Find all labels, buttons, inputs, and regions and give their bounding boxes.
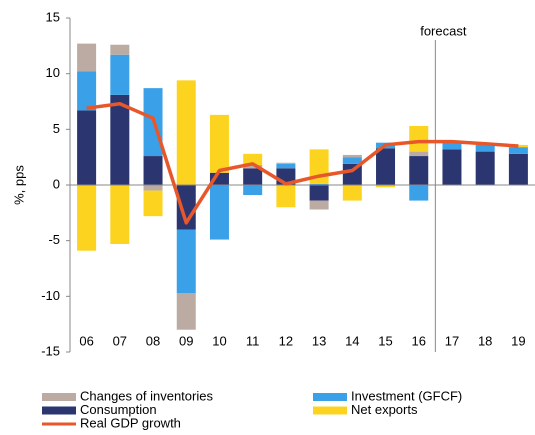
x-tick-label: 14 [345, 333, 359, 348]
y-tick-label: -5 [48, 232, 60, 247]
bar-segment [442, 149, 462, 185]
y-tick-label: -10 [41, 288, 60, 303]
bar-segment [309, 183, 329, 185]
x-tick-label: 11 [246, 333, 260, 348]
y-tick-label: 15 [46, 9, 60, 24]
bar-segment [508, 153, 528, 185]
x-tick-label: 12 [279, 333, 293, 348]
y-tick-label: 0 [53, 176, 60, 191]
x-tick-label: 18 [478, 333, 492, 348]
legend-swatch [313, 393, 347, 401]
bar-segment [176, 292, 196, 330]
bar-segment [475, 151, 495, 185]
legend-label: Net exports [351, 402, 418, 417]
bar-segment [143, 156, 163, 185]
y-axis-label: %, pps [11, 165, 26, 205]
x-tick-label: 08 [146, 333, 160, 348]
x-tick-label: 07 [113, 333, 127, 348]
bar-segment [409, 156, 429, 185]
bar-segment [376, 185, 396, 188]
bar-segment [342, 157, 362, 164]
bar-segment [309, 185, 329, 201]
bar-segment [276, 185, 296, 208]
bar-segment [110, 44, 130, 55]
bar-segment [209, 114, 229, 173]
bar-segment [77, 185, 97, 251]
bar-segment [243, 153, 263, 165]
line [86, 101, 519, 225]
bar-segment [243, 164, 263, 169]
bar-segment [110, 185, 130, 245]
x-tick-label: 19 [511, 333, 525, 348]
bar-segment [77, 71, 97, 111]
bar-segment [110, 54, 130, 95]
bar-segment [143, 185, 163, 191]
bar-segment [276, 162, 296, 164]
bar-segment [409, 185, 429, 201]
bar-segment [342, 154, 362, 158]
bar-segment [409, 125, 429, 152]
legend-swatch [42, 393, 76, 401]
bar-segment [243, 168, 263, 185]
legend-label: Changes of inventories [80, 388, 213, 403]
bar-segment [176, 80, 196, 185]
y-tick-label: 10 [46, 65, 60, 80]
bar-segment [243, 185, 263, 196]
x-tick-label: 06 [79, 333, 93, 348]
bar-segment [176, 229, 196, 293]
bar-segment [409, 151, 429, 157]
bar-segment [110, 94, 130, 185]
x-tick-label: 15 [378, 333, 392, 348]
legend-swatch [313, 406, 347, 415]
bar-segment [342, 185, 362, 201]
x-tick-label: 10 [212, 333, 226, 348]
legend-swatch [42, 406, 76, 415]
bar-segment [342, 163, 362, 185]
legend-label: Real GDP growth [80, 415, 181, 430]
bar-segment [143, 190, 163, 217]
x-tick-label: 17 [445, 333, 459, 348]
bar-segment [77, 43, 97, 72]
legend-label: Consumption [80, 402, 157, 417]
legend-label: Investment (GFCF) [351, 388, 462, 403]
x-tick-label: 09 [179, 333, 193, 348]
y-tick-label: -15 [41, 343, 60, 358]
annotation: forecast [420, 23, 467, 38]
x-tick-label: 13 [312, 333, 326, 348]
x-tick-label: 16 [412, 333, 426, 348]
bar-segment [309, 200, 329, 210]
bar-segment [209, 185, 229, 240]
bar-segment [276, 163, 296, 169]
bar-segment [442, 142, 462, 150]
y-tick-label: 5 [53, 121, 60, 136]
bar-segment [475, 144, 495, 152]
bar-segment [77, 110, 97, 185]
bar-segment [376, 148, 396, 185]
bar-segment [508, 147, 528, 154]
